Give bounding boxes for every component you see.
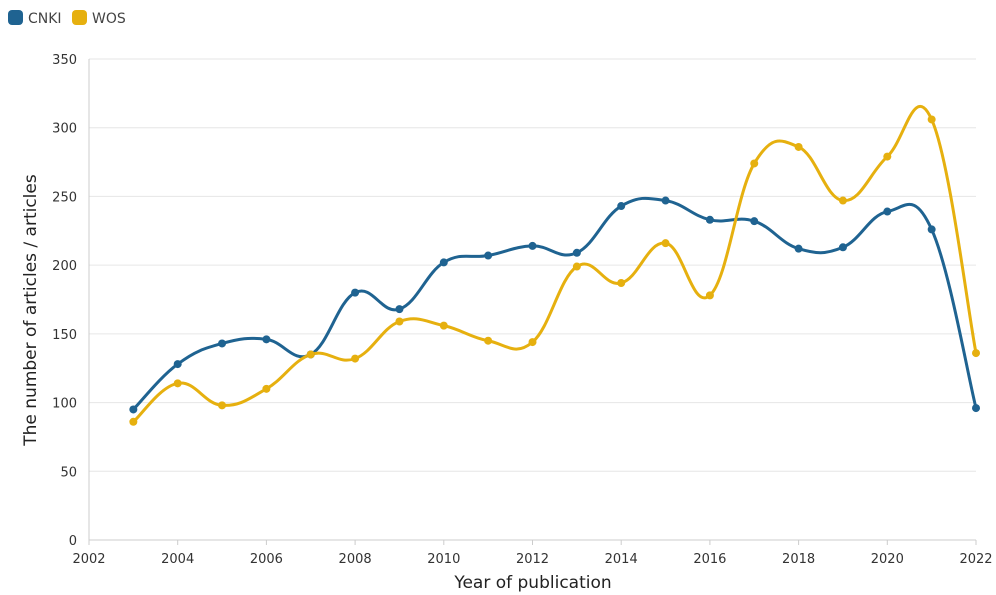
y-tick-label: 0 bbox=[69, 534, 77, 549]
data-point-cnki[interactable] bbox=[883, 207, 892, 216]
data-point-cnki[interactable] bbox=[838, 243, 847, 252]
data-point-wos[interactable] bbox=[129, 417, 138, 426]
data-point-wos[interactable] bbox=[617, 279, 626, 288]
x-tick-label: 2008 bbox=[339, 552, 372, 567]
data-point-wos[interactable] bbox=[572, 262, 581, 271]
legend-item-wos[interactable]: WOS bbox=[72, 10, 126, 27]
y-tick-label: 350 bbox=[52, 53, 77, 68]
x-tick-label: 2012 bbox=[516, 552, 549, 567]
data-point-cnki[interactable] bbox=[927, 225, 936, 234]
data-point-cnki[interactable] bbox=[705, 215, 714, 224]
data-point-cnki[interactable] bbox=[173, 360, 182, 369]
series-line-cnki bbox=[131, 196, 978, 411]
data-point-wos[interactable] bbox=[794, 142, 803, 151]
data-point-wos[interactable] bbox=[218, 401, 227, 410]
data-point-wos[interactable] bbox=[173, 379, 182, 388]
data-point-wos[interactable] bbox=[262, 384, 271, 393]
legend-item-cnki[interactable]: CNKI bbox=[8, 10, 62, 27]
data-point-wos[interactable] bbox=[528, 338, 537, 347]
x-axis-title: Year of publication bbox=[453, 573, 611, 593]
data-point-wos[interactable] bbox=[439, 321, 448, 330]
series-lines bbox=[131, 104, 978, 424]
x-tick-labels: 2002 2004 2006 2008 2010 2012 2014 2016 2018 2020… bbox=[72, 540, 993, 567]
series-line-wos bbox=[131, 104, 978, 424]
x-tick-label: 2002 bbox=[72, 552, 105, 567]
x-tick-label: 2006 bbox=[250, 552, 283, 567]
axes bbox=[88, 59, 976, 541]
data-point-wos[interactable] bbox=[927, 115, 936, 124]
data-point-cnki[interactable] bbox=[218, 339, 227, 348]
y-tick-label: 200 bbox=[52, 259, 77, 274]
data-point-wos[interactable] bbox=[395, 317, 404, 326]
legend[interactable]: CNKI WOS bbox=[8, 10, 126, 27]
y-axis-title: The number of articles / articles bbox=[21, 174, 41, 447]
data-point-cnki[interactable] bbox=[129, 405, 138, 414]
data-point-cnki[interactable] bbox=[617, 202, 626, 211]
y-tick-labels: 0 50 100 150 200 250 300 350 bbox=[52, 53, 77, 549]
data-point-cnki[interactable] bbox=[351, 288, 360, 297]
data-point-wos[interactable] bbox=[883, 152, 892, 161]
x-tick-label: 2022 bbox=[959, 552, 992, 567]
y-tick-label: 150 bbox=[52, 328, 77, 343]
legend-label-wos: WOS bbox=[92, 11, 126, 27]
data-point-wos[interactable] bbox=[972, 349, 980, 358]
data-point-cnki[interactable] bbox=[484, 251, 493, 260]
legend-label-cnki: CNKI bbox=[28, 11, 62, 27]
grid-lines bbox=[89, 58, 976, 472]
data-point-wos[interactable] bbox=[661, 239, 670, 248]
data-point-wos[interactable] bbox=[838, 196, 847, 205]
data-point-cnki[interactable] bbox=[395, 305, 404, 314]
data-point-wos[interactable] bbox=[705, 291, 714, 300]
legend-swatch-wos bbox=[72, 10, 87, 25]
x-tick-label: 2010 bbox=[427, 552, 460, 567]
y-tick-label: 300 bbox=[52, 122, 77, 137]
data-point-wos[interactable] bbox=[750, 159, 759, 168]
data-point-cnki[interactable] bbox=[794, 244, 803, 253]
data-point-cnki[interactable] bbox=[661, 196, 670, 205]
data-point-wos[interactable] bbox=[351, 354, 360, 363]
x-tick-label: 2020 bbox=[871, 552, 904, 567]
x-tick-label: 2014 bbox=[605, 552, 638, 567]
y-tick-label: 250 bbox=[52, 190, 77, 205]
x-tick-label: 2018 bbox=[782, 552, 815, 567]
data-point-cnki[interactable] bbox=[528, 241, 537, 250]
x-tick-label: 2004 bbox=[161, 552, 194, 567]
data-point-cnki[interactable] bbox=[439, 258, 448, 267]
data-point-wos[interactable] bbox=[484, 336, 493, 345]
series-points bbox=[129, 115, 980, 426]
data-point-cnki[interactable] bbox=[750, 217, 759, 226]
y-tick-label: 100 bbox=[52, 397, 77, 412]
data-point-cnki[interactable] bbox=[262, 335, 271, 344]
legend-swatch-cnki bbox=[8, 10, 23, 25]
data-point-cnki[interactable] bbox=[572, 248, 581, 257]
x-tick-label: 2016 bbox=[693, 552, 726, 567]
y-tick-label: 50 bbox=[60, 465, 77, 480]
data-point-wos[interactable] bbox=[306, 350, 315, 359]
data-point-cnki[interactable] bbox=[972, 404, 980, 413]
